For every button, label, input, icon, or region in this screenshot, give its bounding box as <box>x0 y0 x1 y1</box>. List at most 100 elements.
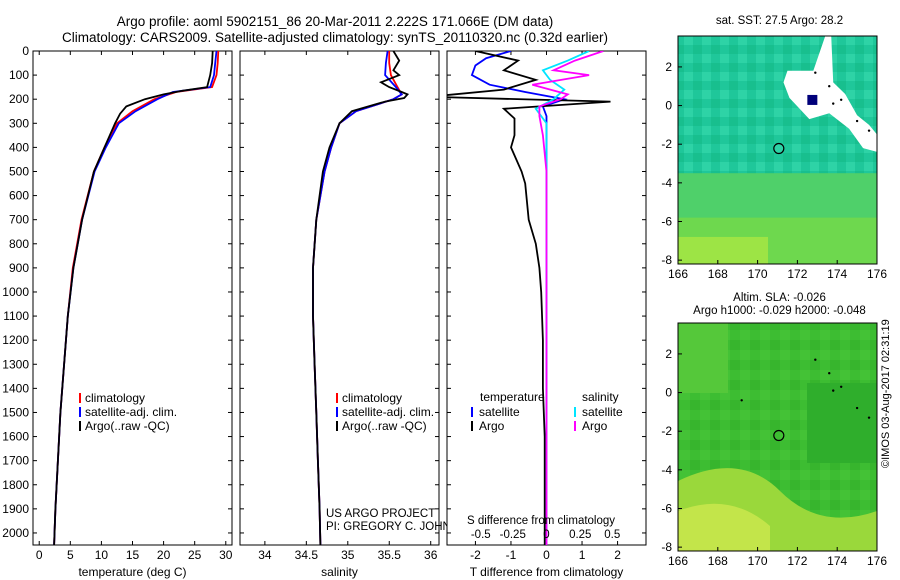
x-tick-label: 15 <box>126 548 140 562</box>
map-x-tick-label: 168 <box>708 554 728 568</box>
x-tick-label-top: 0.5 <box>604 529 620 541</box>
x-tick-label: 36 <box>424 548 438 562</box>
depth-tick-label: 600 <box>9 189 29 203</box>
x-tick-label: 5 <box>67 548 74 562</box>
depth-tick-label: 100 <box>9 68 29 82</box>
salinity-profile-frame <box>239 50 440 546</box>
island-marker <box>832 389 835 392</box>
map-y-tick-label: 0 <box>665 99 672 113</box>
map-x-tick-label: 176 <box>867 554 887 568</box>
legend-header-temperature: temperature <box>480 390 545 404</box>
map-y-tick-label: 2 <box>665 347 672 361</box>
project-annotation: US ARGO PROJECT <box>326 508 435 520</box>
x-tick-label: 2 <box>614 548 621 562</box>
figure-title-line2: Climatology: CARS2009. Satellite-adjuste… <box>61 30 609 45</box>
map-x-tick-label: 172 <box>787 554 807 568</box>
island-marker <box>855 406 859 410</box>
depth-tick-label: 1500 <box>2 405 29 419</box>
depth-tick-label: 200 <box>9 92 29 106</box>
argo-float-marker <box>773 142 785 155</box>
island-marker <box>839 385 843 388</box>
sst-hot-region <box>678 236 768 264</box>
figure-title-line1: Argo profile: aoml 5902151_86 20-Mar-201… <box>116 14 554 29</box>
series-line-S-argo <box>532 51 604 545</box>
x-axis-label: temperature (deg C) <box>78 565 186 579</box>
legend-label: Argo <box>582 419 608 433</box>
depth-tick-label: 1600 <box>2 430 29 444</box>
temperature-profile: 0100200300400500600700800900100011001200… <box>2 44 232 579</box>
map-x-tick-label: 170 <box>748 554 768 568</box>
legend-label: satellite <box>479 405 520 419</box>
depth-tick-label: 500 <box>9 164 29 178</box>
sla-region-sw <box>678 503 770 551</box>
pi-annotation: PI: GREGORY C. JOHNSON <box>326 521 476 533</box>
x-tick-label: -2 <box>470 548 481 562</box>
island-marker <box>740 399 743 402</box>
map-y-tick-label: 0 <box>665 386 672 400</box>
x-tick-label: 1 <box>579 548 586 562</box>
island-marker <box>828 85 831 88</box>
depth-tick-label: 700 <box>9 213 29 227</box>
map-y-tick-label: -6 <box>661 501 672 515</box>
map-y-tick-label: -4 <box>661 463 672 477</box>
series-line-argo <box>53 51 214 545</box>
sst-map-frame <box>677 35 878 265</box>
legend-label: Argo <box>479 419 505 433</box>
map-x-tick-label: 166 <box>668 267 688 281</box>
map-y-tick-label: -8 <box>661 540 672 554</box>
depth-tick-label: 1400 <box>2 381 29 395</box>
x-tick-label-top: 0 <box>543 529 549 541</box>
depth-tick-label: 800 <box>9 237 29 251</box>
x-tick-label: 35.5 <box>378 548 402 562</box>
legend-label: Argo(..raw -QC) <box>342 419 427 433</box>
map-y-tick-label: -2 <box>661 137 672 151</box>
x-axis-label: salinity <box>321 565 358 579</box>
map-x-tick-label: 176 <box>867 267 887 281</box>
island-marker <box>867 416 871 419</box>
salinity-profile: 34 34.5 35 35.5 36 salinity climatologysatelli… <box>239 50 476 579</box>
depth-tick-label: 1000 <box>2 285 29 299</box>
map-y-tick-label: -8 <box>661 253 672 267</box>
depth-tick-label: 1900 <box>2 502 29 516</box>
series-line-argo <box>312 51 410 545</box>
difference-profile: -2 -1 0 1 2 T difference from climatology temp… <box>446 50 647 579</box>
map-x-tick-label: 172 <box>787 267 807 281</box>
temperature-profile-frame <box>32 50 233 546</box>
island-marker <box>814 71 817 74</box>
x-tick-label: 34 <box>258 548 272 562</box>
argo-float-marker <box>773 429 785 442</box>
sst-argo-pixel <box>807 94 818 105</box>
legend-label: Argo(..raw -QC) <box>85 419 170 433</box>
legend-label: satellite-adj. clim. <box>342 405 434 419</box>
x-tick-label: 0 <box>36 548 43 562</box>
x-tick-label-top: 0.25 <box>569 529 591 541</box>
depth-tick-label: 1100 <box>3 309 29 323</box>
map-y-tick-label: -6 <box>661 214 672 228</box>
sla-region-e <box>807 383 877 463</box>
series-line-T-argo <box>447 51 611 545</box>
x-tick-label: 0 <box>543 548 550 562</box>
sst-nodata-region <box>783 36 877 152</box>
x-tick-label: 10 <box>95 548 109 562</box>
map-y-tick-label: -4 <box>661 176 672 190</box>
x-axis-label-top: S difference from climatology <box>467 515 615 527</box>
map-y-tick-label: -2 <box>661 424 672 438</box>
island-marker <box>867 129 871 132</box>
depth-tick-label: 1700 <box>2 454 29 468</box>
depth-tick-label: 0 <box>22 44 29 58</box>
x-tick-label: 35 <box>341 548 355 562</box>
island-marker <box>832 102 835 105</box>
depth-tick-label: 1200 <box>2 333 29 347</box>
map-x-tick-label: 166 <box>668 554 688 568</box>
map-x-tick-label: 170 <box>748 267 768 281</box>
depth-tick-label: 1800 <box>2 478 29 492</box>
depth-tick-label: 1300 <box>2 357 29 371</box>
sst-map: 166 168 170 172 174 176 2 0 -2 -4 -6 -8 <box>661 35 887 281</box>
island-marker <box>855 119 859 123</box>
island-marker <box>828 372 831 375</box>
island-marker <box>814 358 817 361</box>
sla-map-title-line2: Argo h1000: -0.029 h2000: -0.048 <box>693 305 866 317</box>
legend-label: satellite <box>582 405 623 419</box>
x-tick-label-top: -0.25 <box>500 529 526 541</box>
